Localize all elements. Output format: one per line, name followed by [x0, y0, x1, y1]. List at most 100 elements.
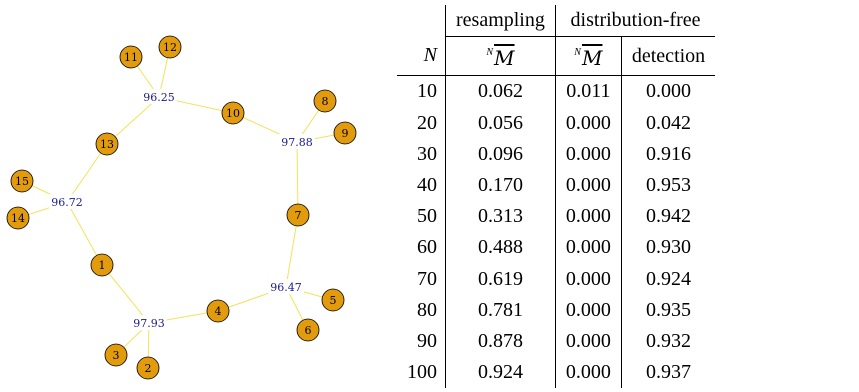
graph-edge: [296, 141, 299, 216]
cell-detection: 0.937: [620, 357, 716, 389]
graph-edge: [285, 214, 299, 288]
node-label: 5: [330, 294, 337, 307]
m-symbol: NM: [486, 46, 515, 71]
node-circle: [136, 356, 160, 380]
hub-label: 97.88: [281, 136, 313, 149]
cell-df-M: 0.000: [554, 357, 622, 389]
cell-df-M: 0.000: [554, 170, 622, 202]
cell-N: 80: [417, 298, 437, 321]
graph-node: 13: [95, 132, 119, 156]
cell-df-M: 0.011: [554, 75, 622, 108]
graph-node: 1: [90, 253, 114, 277]
graph-node: 15: [10, 169, 34, 193]
group-header-row: resampling distribution-free: [397, 5, 716, 38]
graph-node: 12: [158, 35, 182, 59]
header-distribution-free: distribution-free: [554, 5, 716, 38]
cell-resampling: 0.619: [445, 263, 556, 295]
graph-node: 4: [206, 299, 230, 323]
cell-detection: 0.930: [620, 232, 716, 264]
node-circle: [95, 132, 119, 156]
cell-df-M: 0.000: [554, 201, 622, 233]
table-row: 100 0.924 0.000 0.937: [397, 357, 716, 389]
cell-resampling: 0.313: [445, 201, 556, 233]
node-label: 3: [113, 349, 120, 362]
node-label: 1: [99, 259, 106, 272]
node-label: 14: [11, 212, 25, 225]
table-row: 70 0.619 0.000 0.924: [397, 263, 716, 295]
graph-node: 6: [296, 318, 320, 342]
graph-node: 5: [321, 288, 345, 312]
cell-df-M: 0.000: [554, 263, 622, 295]
header-N: N: [397, 36, 446, 77]
graph-edge: [66, 143, 108, 203]
graph-edge: [101, 264, 150, 324]
graph-node: 8: [313, 89, 337, 113]
table-row: 30 0.096 0.000 0.916: [397, 138, 716, 171]
cell-resampling: 0.056: [445, 107, 556, 139]
cell-detection: 0.042: [620, 107, 716, 139]
hub-label: 97.93: [133, 317, 165, 330]
node-label: 4: [215, 305, 222, 318]
header-df-M: NM: [554, 36, 622, 77]
graph-node: 2: [136, 356, 160, 380]
node-circle: [321, 288, 345, 312]
table-row: 40 0.170 0.000 0.953: [397, 170, 716, 202]
graph-hub-labels: 96.25 97.88 96.72 96.47 97.93: [49, 89, 315, 330]
cell-detection: 0.953: [620, 170, 716, 202]
cell-N: 30: [417, 142, 437, 165]
hub-label-background: [49, 194, 85, 209]
node-circle: [119, 45, 143, 69]
hub-label: 96.25: [143, 91, 175, 104]
cell-df-M: 0.000: [554, 138, 622, 171]
graph-edge: [106, 96, 160, 145]
cell-df-M: 0.000: [554, 107, 622, 139]
header-resampling: resampling: [445, 5, 556, 38]
hub-label-background: [141, 89, 177, 104]
node-circle: [6, 206, 30, 230]
sub-header-row: N NM NM detection: [397, 36, 716, 77]
node-label: 10: [226, 107, 240, 120]
cell-detection: 0.932: [620, 326, 716, 358]
cell-resampling: 0.878: [445, 326, 556, 358]
hub-label-background: [268, 279, 304, 294]
cell-N: 70: [417, 267, 437, 290]
cell-resampling: 0.781: [445, 294, 556, 327]
node-label: 15: [15, 175, 29, 188]
graph-edge: [66, 201, 103, 266]
graph-node: 10: [221, 101, 245, 125]
cell-resampling: 0.062: [445, 75, 556, 108]
cell-resampling: 0.488: [445, 232, 556, 264]
cell-N: 20: [417, 111, 437, 134]
table-row: 20 0.056 0.000 0.042: [397, 107, 716, 139]
hub-label-background: [131, 315, 167, 330]
header-detection: detection: [620, 36, 716, 77]
hub-label-background: [279, 134, 315, 149]
node-circle: [313, 89, 337, 113]
table-body: 10 0.062 0.011 0.000 20 0.056 0.000 0.042 30 0.09…: [397, 75, 716, 389]
cell-N: 90: [417, 330, 437, 353]
table-row: 60 0.488 0.000 0.930: [397, 232, 716, 264]
cell-N: 10: [417, 80, 437, 103]
table-row: 80 0.781 0.000 0.935: [397, 294, 716, 327]
cell-df-M: 0.000: [554, 326, 622, 358]
node-label: 8: [322, 95, 329, 108]
graph-node: 14: [6, 206, 30, 230]
cell-N: 100: [407, 361, 437, 384]
cell-resampling: 0.924: [445, 357, 556, 389]
node-circle: [104, 343, 128, 367]
node-label: 2: [145, 362, 152, 375]
node-label: 13: [100, 138, 114, 151]
cell-N: 40: [417, 174, 437, 197]
hub-label: 96.47: [270, 281, 302, 294]
hub-label: 96.72: [51, 196, 83, 209]
cell-detection: 0.942: [620, 201, 716, 233]
table-row: 90 0.878 0.000 0.932: [397, 326, 716, 358]
node-circle: [206, 299, 230, 323]
results-table: resampling distribution-free N NM NM det…: [397, 5, 716, 389]
node-label: 9: [342, 127, 349, 140]
cell-detection: 0.924: [620, 263, 716, 295]
graph-node: 7: [286, 203, 310, 227]
cell-df-M: 0.000: [554, 232, 622, 264]
